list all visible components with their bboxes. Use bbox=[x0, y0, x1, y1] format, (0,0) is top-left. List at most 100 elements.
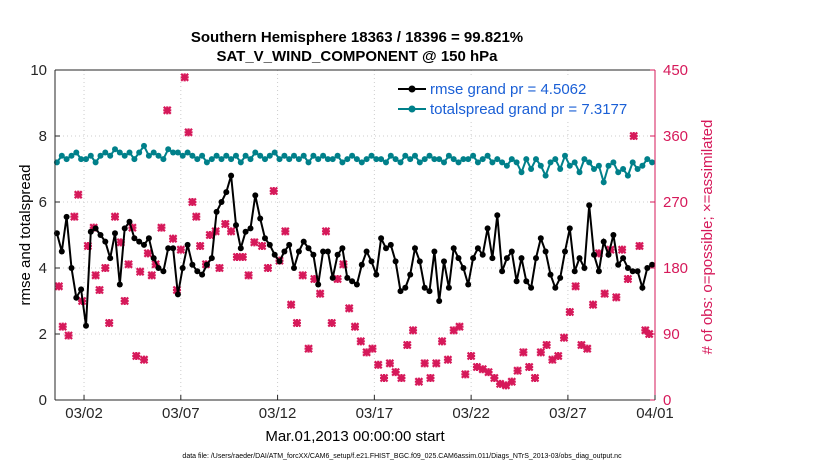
rmse-point bbox=[349, 278, 356, 285]
obs-marker bbox=[124, 260, 133, 269]
obs-marker bbox=[205, 230, 215, 240]
rmse-point bbox=[610, 232, 617, 238]
rmse-point bbox=[208, 255, 215, 262]
spread-point bbox=[155, 152, 162, 159]
obs-marker bbox=[391, 367, 400, 377]
x-tick-label: 03/12 bbox=[259, 405, 297, 422]
rmse-point bbox=[508, 248, 515, 255]
spread-point bbox=[528, 166, 535, 172]
obs-marker bbox=[162, 106, 172, 115]
rmse-point bbox=[600, 238, 607, 245]
obs-marker bbox=[132, 351, 141, 361]
rmse-point bbox=[383, 245, 389, 252]
obs-marker bbox=[478, 364, 488, 374]
spread-point bbox=[639, 162, 646, 169]
obs-marker bbox=[362, 348, 371, 357]
rmse-point bbox=[116, 281, 123, 288]
obs-marker bbox=[368, 344, 377, 353]
right-tick-label: 270 bbox=[663, 194, 688, 211]
rmse-point bbox=[373, 271, 380, 278]
rmse-point bbox=[368, 258, 375, 265]
rmse-point bbox=[615, 261, 622, 268]
obs-marker bbox=[128, 223, 137, 232]
rmse-point bbox=[334, 251, 341, 258]
spread-point bbox=[557, 166, 564, 172]
spread-point bbox=[605, 162, 612, 169]
obs-marker bbox=[565, 307, 575, 317]
spread-point bbox=[470, 152, 477, 159]
rmse-point bbox=[436, 298, 443, 304]
obs-marker bbox=[192, 212, 201, 221]
spread-point bbox=[300, 152, 307, 159]
rmse-point bbox=[320, 248, 327, 255]
spread-point bbox=[383, 159, 389, 166]
spread-point bbox=[136, 149, 143, 156]
rmse-point bbox=[281, 248, 288, 255]
spread-point bbox=[566, 162, 573, 169]
rmse-point bbox=[194, 268, 201, 275]
spread-point bbox=[353, 156, 360, 163]
obs-marker bbox=[64, 331, 73, 340]
rmse-point bbox=[257, 215, 264, 222]
spread-point bbox=[228, 156, 235, 163]
spread-point bbox=[63, 156, 70, 163]
obs-marker bbox=[304, 344, 313, 353]
spread-point bbox=[116, 149, 123, 156]
rmse-point bbox=[310, 251, 317, 258]
rmse-point bbox=[547, 271, 554, 278]
spread-point bbox=[392, 156, 399, 163]
right-tick-label: 360 bbox=[663, 128, 688, 145]
x-axis-ticks: 03/02 03/07 03/12 03/17 03/22 03/27 04/01 bbox=[65, 395, 674, 422]
spread-point bbox=[295, 156, 302, 163]
obs-marker bbox=[507, 377, 517, 386]
rmse-point bbox=[68, 265, 75, 271]
obs-marker bbox=[519, 348, 528, 357]
spread-point bbox=[126, 149, 133, 156]
obs-marker bbox=[408, 326, 418, 335]
rmse-point bbox=[484, 225, 491, 232]
obs-marker bbox=[437, 337, 447, 346]
spread-point bbox=[329, 156, 336, 163]
rmse-point bbox=[63, 213, 70, 220]
right-tick-label: 450 bbox=[663, 62, 688, 79]
obs-marker bbox=[461, 370, 470, 379]
spread-point bbox=[465, 156, 472, 163]
obs-marker bbox=[455, 322, 464, 331]
obs-marker bbox=[594, 249, 604, 258]
spread-point bbox=[431, 156, 438, 163]
obs-marker bbox=[232, 252, 242, 262]
rmse-point bbox=[392, 258, 399, 265]
rmse-point bbox=[295, 248, 302, 255]
left-tick-label: 8 bbox=[39, 128, 47, 145]
rmse-point bbox=[233, 222, 239, 229]
rmse-point bbox=[571, 268, 578, 275]
rmse-point bbox=[73, 294, 80, 301]
obs-marker bbox=[466, 351, 476, 361]
spread-point bbox=[445, 152, 452, 159]
spread-point bbox=[649, 159, 656, 166]
rmse-point bbox=[523, 278, 530, 285]
obs-marker bbox=[139, 355, 149, 364]
obs-marker bbox=[513, 366, 522, 375]
rmse-point bbox=[170, 245, 177, 252]
obs-marker bbox=[426, 373, 435, 383]
spread-point bbox=[436, 156, 443, 163]
obs-marker bbox=[443, 355, 453, 364]
spread-point bbox=[242, 152, 249, 159]
obs-marker bbox=[641, 326, 650, 335]
spread-point bbox=[537, 162, 544, 169]
rmse-point bbox=[470, 255, 477, 262]
spread-point bbox=[416, 159, 423, 166]
spread-point bbox=[368, 152, 375, 159]
obs-marker bbox=[135, 267, 145, 276]
spread-point bbox=[474, 159, 481, 166]
rmse-series bbox=[53, 172, 656, 329]
obs-marker bbox=[524, 362, 534, 372]
obs-marker bbox=[310, 274, 319, 284]
left-tick-label: 0 bbox=[39, 392, 47, 409]
spread-point bbox=[562, 152, 568, 159]
rmse-point bbox=[591, 251, 597, 258]
spread-point bbox=[237, 159, 244, 166]
obs-marker bbox=[315, 289, 325, 298]
rmse-point bbox=[218, 199, 225, 205]
